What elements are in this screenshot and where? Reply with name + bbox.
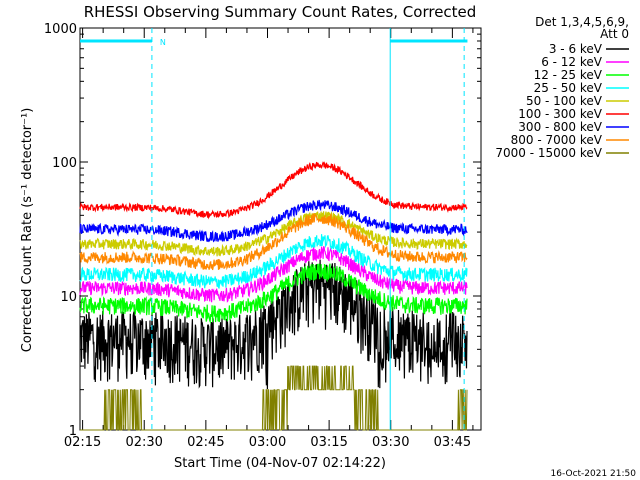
series-layer [79,161,468,431]
y-tick-label: 10 [60,290,77,305]
timestamp: 16-Oct-2021 21:50 [551,469,637,479]
x-tick-label: 02:45 [187,435,224,450]
legend-label: 100 - 300 keV [518,107,602,121]
series-50-100-kev [79,210,468,257]
y-axis-label: Corrected Count Rate (s⁻¹ detector⁻¹) [20,108,35,353]
legend-detectors: Det 1,3,4,5,6,9, [535,15,629,29]
series-line [79,234,468,289]
x-tick-label: 03:30 [372,435,409,450]
series-12-25-kev [79,263,468,324]
legend-label: 7000 - 15000 keV [495,146,602,160]
series-line [79,161,468,220]
legend-label: 800 - 7000 keV [511,133,603,147]
series-6-12-kev [79,246,468,303]
series-25-50-kev [79,234,468,289]
series-line [79,259,468,390]
legend-label: 25 - 50 keV [534,81,603,95]
series-100-300-kev [79,161,468,220]
chart-title: RHESSI Observing Summary Count Rates, Co… [84,3,477,21]
axis-ticks: 1 10 100 1000 02:15 02:30 02:45 03:00 03:15 03:30… [44,22,481,450]
x-tick-label: 02:30 [125,435,162,450]
series-300-800-kev [79,199,468,243]
x-axis-label: Start Time (04-Nov-07 02:14:22) [174,456,386,471]
legend-label: 3 - 6 keV [549,42,603,56]
legend-label: 12 - 25 keV [534,68,603,82]
legend-label: 50 - 100 keV [526,94,603,108]
x-tick-label: 03:15 [310,435,347,450]
y-tick-label: 1000 [44,22,77,37]
series-line [80,365,468,431]
markers-layer: N [80,28,468,430]
x-tick-label: 03:45 [434,435,471,450]
series-line [79,246,468,303]
legend-label: 300 - 800 keV [518,120,602,134]
x-tick-label: 02:15 [64,435,101,450]
series-7000-15000-kev [80,365,468,431]
series-line [79,263,468,324]
legend-attenuator: Att 0 [600,27,629,41]
series-800-7000-kev [79,213,468,271]
y-tick-label: 100 [52,156,77,171]
y-tick-label: 1 [69,424,77,439]
series-line [79,199,468,243]
x-tick-label: 03:00 [249,435,286,450]
series-3-6-kev [79,259,468,390]
series-line [79,213,468,271]
series-line [79,210,468,257]
legend-label: 6 - 12 keV [541,55,603,69]
night-flag-label: N [160,38,166,47]
